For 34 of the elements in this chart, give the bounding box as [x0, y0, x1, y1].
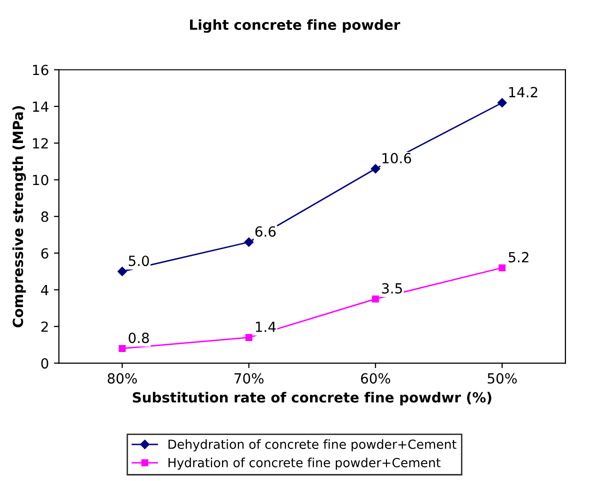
data-label: 5.0: [128, 256, 149, 266]
legend-label: Dehydration of concrete fine powder+Cement: [168, 439, 456, 452]
data-label: 6.6: [255, 226, 276, 237]
y-tick-label: 14: [33, 102, 48, 112]
x-tick-label: 60%: [361, 373, 390, 384]
x-tick-label: 80%: [108, 373, 137, 384]
y-axis-title: Compressive strength (MPa): [12, 106, 26, 328]
y-tick-label: 0: [41, 358, 48, 369]
x-axis-title: Substitution rate of concrete fine powdwr (%): [132, 392, 492, 406]
point: [245, 334, 252, 341]
point: [244, 238, 254, 247]
x-tick-label: 50%: [488, 373, 517, 384]
data-label: 0.8: [128, 332, 149, 344]
point: [118, 345, 126, 352]
point: [498, 98, 507, 108]
point: [498, 264, 506, 272]
y-tick-label: 8: [41, 211, 48, 222]
point: [370, 164, 380, 174]
y-tick-label: 2: [41, 321, 48, 332]
chart-title: Light concrete fine powder: [190, 19, 400, 33]
data-label: 1.4: [256, 322, 276, 332]
y-tick-label: 16: [33, 64, 48, 76]
legend-label: Hydration of concrete fine powder+Cement: [168, 458, 441, 470]
y-tick-label: 6: [41, 248, 48, 259]
data-label: 10.6: [382, 152, 412, 164]
y-tick-label: 10: [33, 174, 48, 186]
y-tick-label: 4: [41, 284, 48, 296]
point: [118, 266, 127, 276]
y-tick-label: 12: [33, 138, 48, 148]
data-label: 14.2: [509, 86, 538, 98]
data-label: 5.2: [508, 252, 528, 262]
x-tick-label: 70%: [234, 373, 264, 384]
data-label: 3.5: [382, 283, 402, 294]
point: [372, 296, 379, 302]
